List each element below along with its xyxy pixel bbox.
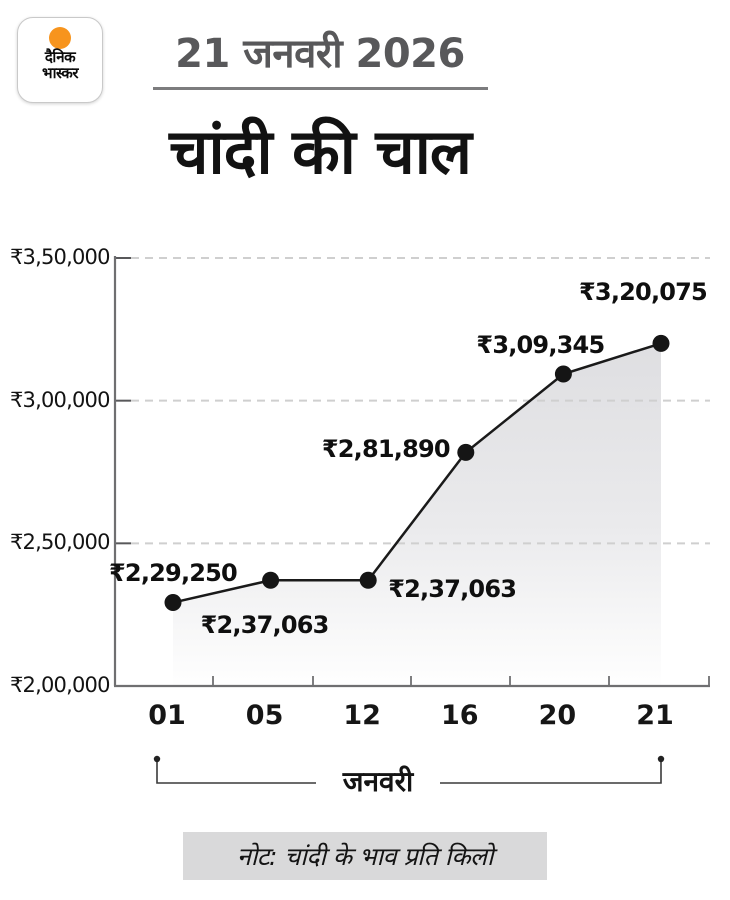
y-axis-label: ₹3,50,000	[10, 245, 110, 269]
series-area-fill	[173, 343, 661, 686]
brand-name-line2: भास्कर	[42, 64, 78, 82]
data-point-label: ₹2,29,250	[109, 558, 238, 587]
x-axis-unit-label: जनवरी	[342, 765, 414, 798]
date-underline	[153, 87, 488, 90]
note-banner: नोट: चांदी के भाव प्रति किलो	[183, 832, 547, 880]
data-point	[359, 571, 377, 589]
data-point	[457, 443, 475, 461]
bracket-left-dot	[153, 755, 161, 763]
x-axis-label: 21	[636, 700, 674, 731]
bracket-right-dot	[657, 755, 665, 763]
brand-logo: दैनिक भास्कर	[17, 17, 103, 103]
chart-series-layer	[164, 334, 670, 612]
month-range-bracket	[156, 761, 662, 784]
price-line	[172, 342, 662, 604]
y-axis-label: ₹2,50,000	[10, 530, 110, 555]
data-point-label: ₹3,20,075	[579, 278, 708, 307]
brand-name-line1: दैनिक	[44, 48, 76, 66]
data-point-label: ₹2,37,063	[388, 575, 517, 604]
y-axis-label: ₹3,00,000	[10, 387, 110, 412]
x-axis-label: 05	[245, 700, 284, 731]
data-point	[554, 365, 572, 383]
data-point-label: ₹2,81,890	[321, 435, 451, 464]
page-title: चांदी की चाल	[169, 115, 472, 188]
data-point	[262, 571, 280, 589]
data-point-label: ₹2,37,063	[200, 611, 330, 640]
x-axis-label: 20	[538, 700, 577, 731]
date-heading: 21 जनवरी 2026	[175, 31, 465, 77]
y-axis-label: ₹2,00,000	[10, 673, 110, 697]
data-point-label: ₹3,09,345	[476, 331, 605, 359]
brand-dot-icon	[49, 27, 71, 49]
x-axis-label: 12	[343, 700, 381, 731]
data-point	[164, 594, 182, 612]
x-axis-label: 16	[441, 700, 479, 731]
data-point	[652, 334, 670, 352]
chart-area-and-grid	[115, 257, 710, 686]
x-axis-label: 01	[148, 700, 186, 731]
